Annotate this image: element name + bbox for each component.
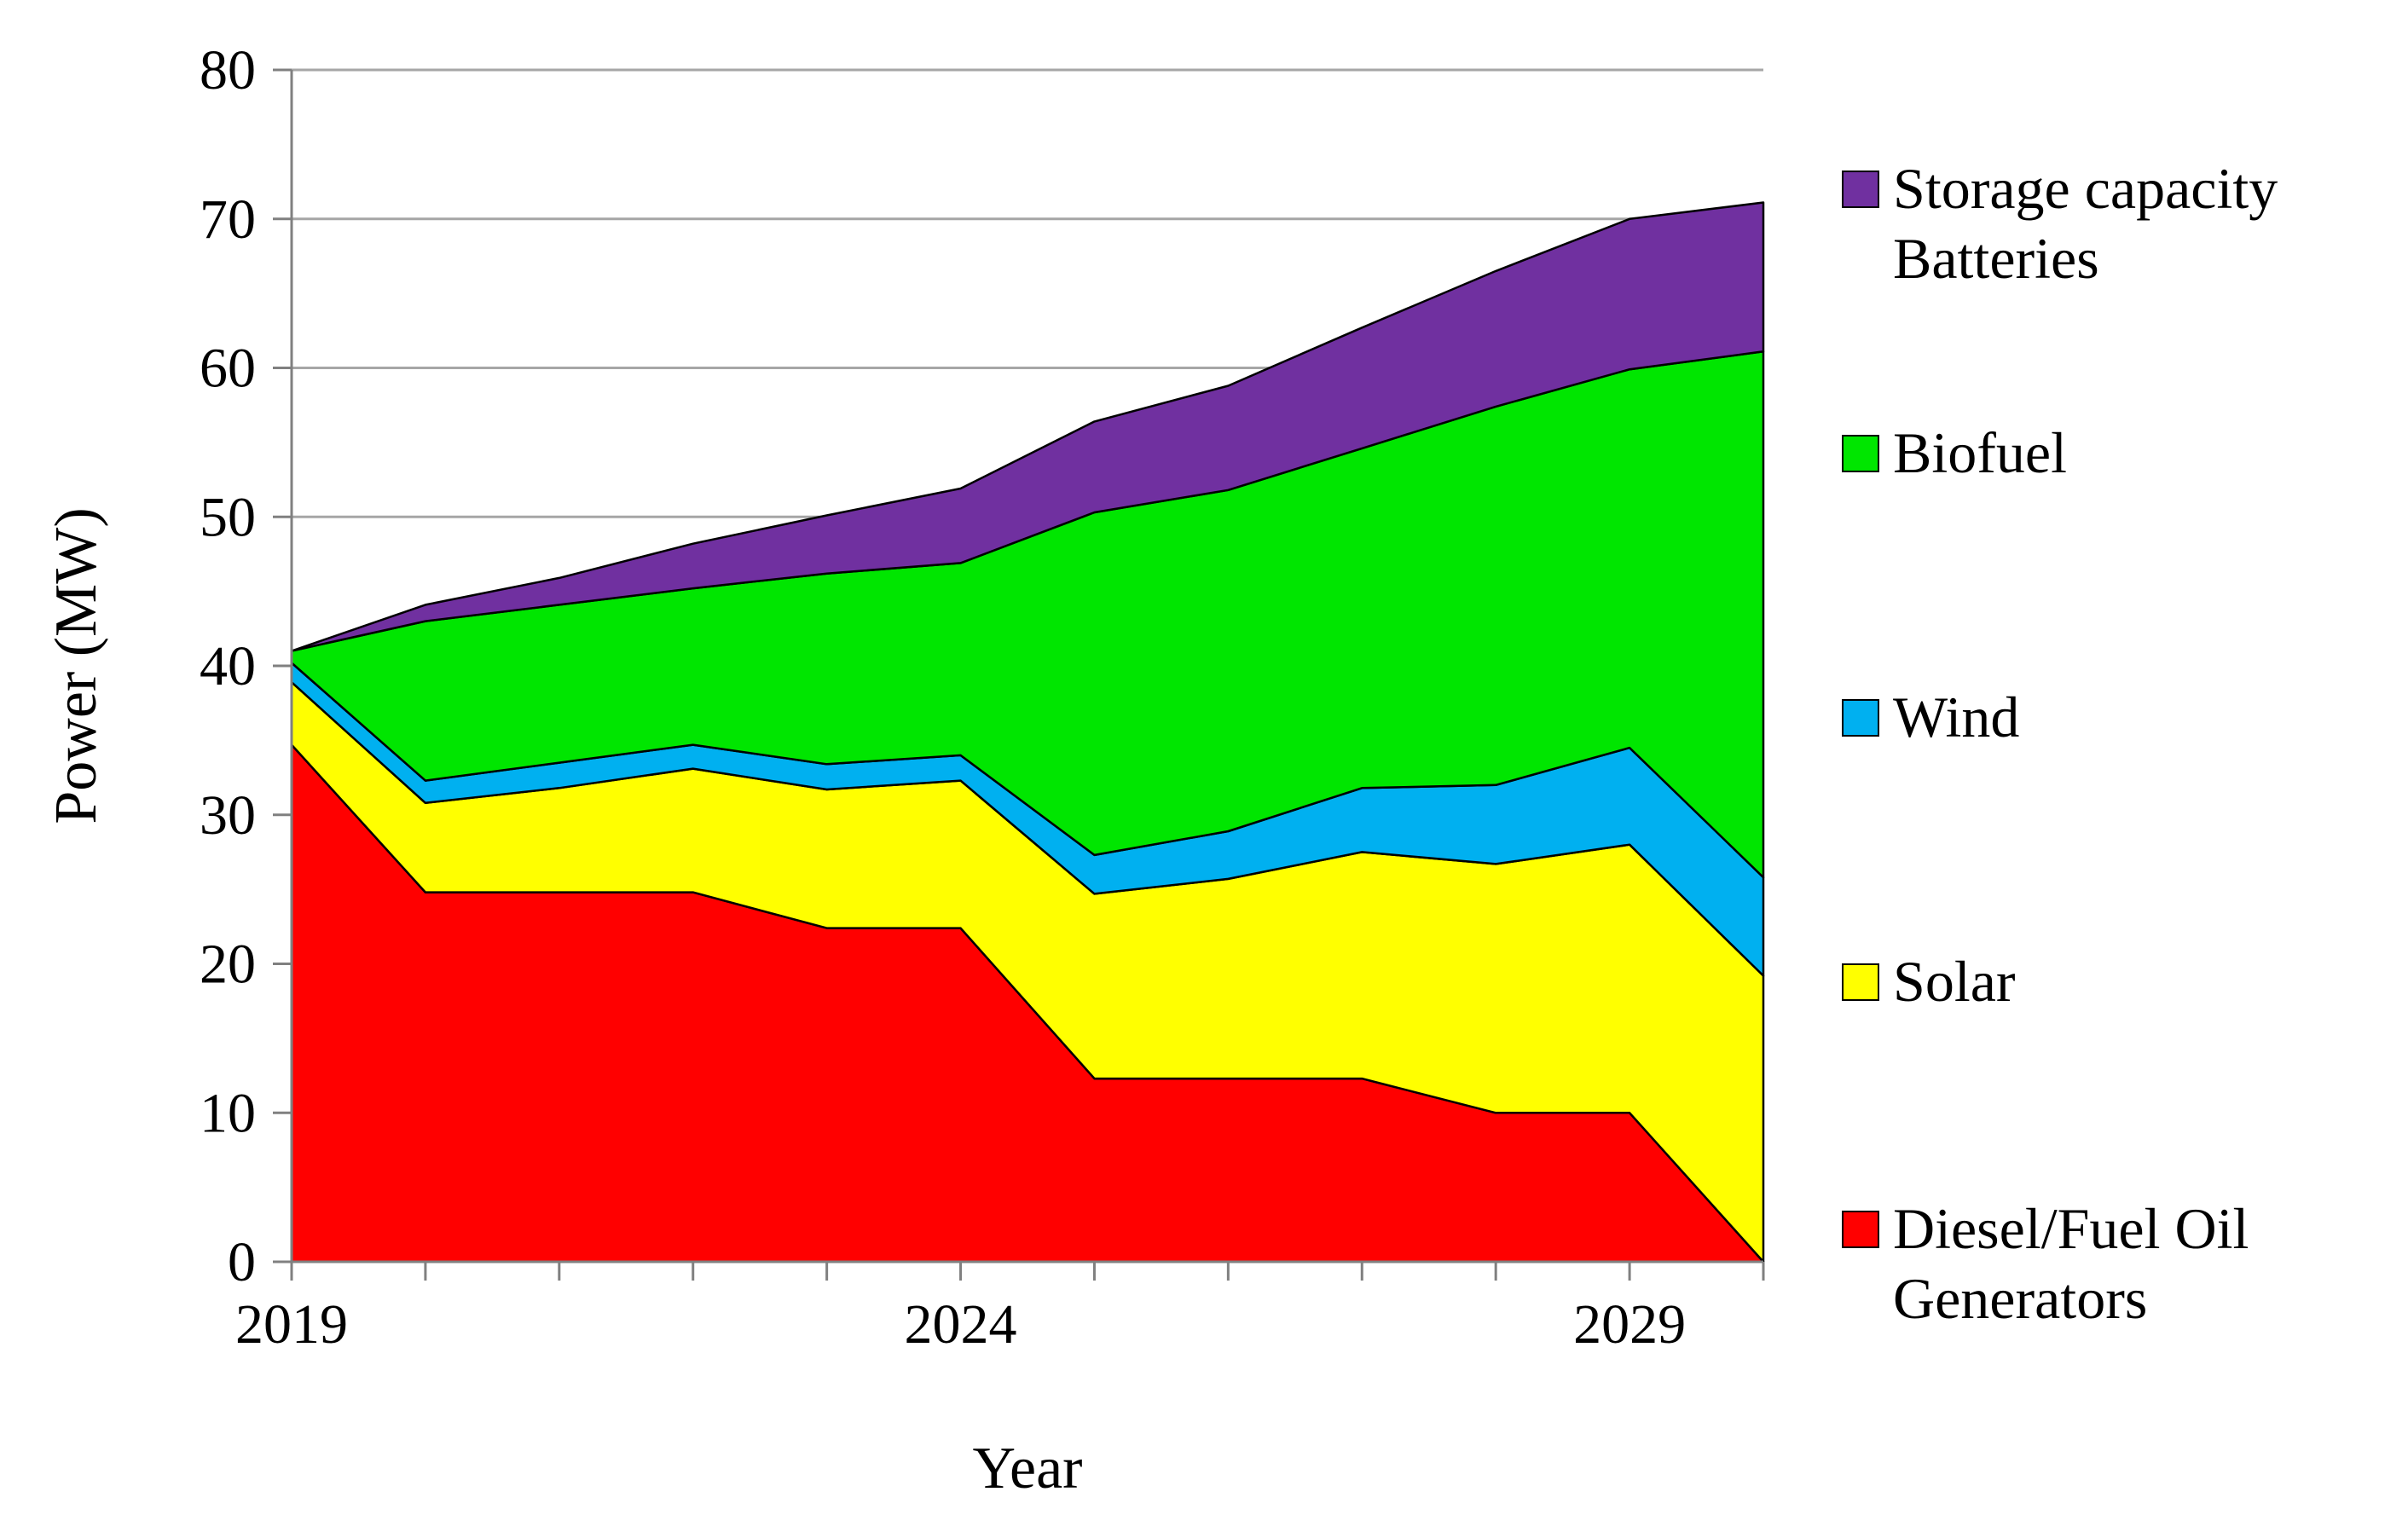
legend-label-wind: Wind [1893, 685, 2020, 749]
legend-item-wind: Wind [1842, 682, 2019, 752]
area-storage [290, 201, 1765, 652]
x-tick-label-2029: 2029 [1573, 1293, 1686, 1356]
y-tick-label-30: 30 [200, 784, 256, 847]
y-tick-label-10: 10 [200, 1082, 256, 1144]
chart-legend: Storage capacity Batteries Biofuel Wind Sol… [1842, 153, 2405, 1390]
x-axis-title: Year [973, 1436, 1083, 1501]
legend-item-diesel: Diesel/Fuel Oil Generators [1842, 1194, 2249, 1333]
legend-swatch-wind [1842, 699, 1879, 737]
y-tick-label-20: 20 [200, 934, 256, 996]
y-axis-title: Power (MW) [43, 507, 109, 824]
y-tick-label-40: 40 [200, 635, 256, 697]
legend-swatch-storage [1842, 171, 1879, 208]
x-tick-label-2019: 2019 [235, 1293, 348, 1356]
y-tick-label-0: 0 [228, 1231, 256, 1293]
legend-item-solar: Solar [1842, 946, 2016, 1016]
legend-label-diesel: Diesel/Fuel Oil Generators [1893, 1196, 2249, 1331]
legend-item-biofuel: Biofuel [1842, 418, 2067, 488]
y-tick-label-70: 70 [200, 188, 256, 251]
y-tick-label-50: 50 [200, 486, 256, 548]
x-tick-label-2024: 2024 [905, 1293, 1017, 1356]
y-tick-label-80: 80 [200, 39, 256, 101]
legend-label-solar: Solar [1893, 949, 2016, 1014]
legend-swatch-diesel [1842, 1211, 1879, 1248]
legend-swatch-solar [1842, 963, 1879, 1001]
y-tick-label-60: 60 [200, 338, 256, 400]
legend-item-storage: Storage capacity Batteries [1842, 153, 2278, 293]
legend-label-biofuel: Biofuel [1893, 420, 2067, 485]
legend-swatch-biofuel [1842, 435, 1879, 472]
legend-label-storage: Storage capacity Batteries [1893, 156, 2278, 291]
